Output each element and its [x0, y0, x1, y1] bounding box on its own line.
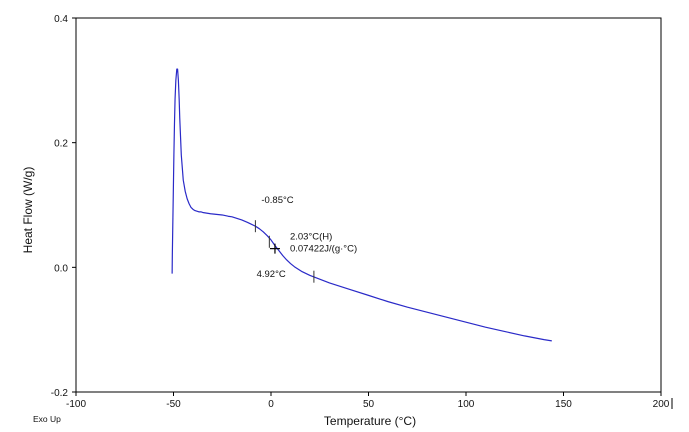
- y-tick-label: -0.2: [51, 388, 69, 399]
- y-tick-label: 0.0: [54, 263, 68, 274]
- x-axis-title: Temperature (°C): [324, 414, 416, 428]
- x-tick-label: 200: [653, 399, 670, 410]
- x-tick-label: -50: [166, 399, 181, 410]
- x-tick-label: 0: [268, 399, 274, 410]
- y-axis-title: Heat Flow (W/g): [21, 167, 35, 254]
- plot-frame: [75, 17, 662, 393]
- y-axis-ticks: -0.2 0.0 0.2 0.4: [51, 14, 76, 399]
- exo-up-label: Exo Up: [33, 414, 61, 424]
- heat-flow-line: [171, 68, 552, 342]
- annotation-end: 4.92°C: [257, 269, 286, 280]
- y-tick-label: 0.2: [54, 139, 68, 150]
- transition-markers: [254, 220, 315, 283]
- x-tick-label: 50: [363, 399, 375, 410]
- annotation-onset: -0.85°C: [261, 195, 293, 206]
- series-group: [171, 68, 552, 342]
- x-tick-label: 150: [555, 399, 572, 410]
- x-tick-label: 100: [458, 399, 475, 410]
- x-tick-label: -100: [66, 399, 86, 410]
- annotations: -0.85°C 2.03°C(H)0.07422J/(g·°C) 4.92°C: [257, 195, 358, 280]
- x-axis-ticks: -100 -50 0 50 100 150 200: [66, 392, 670, 410]
- annotation-delta-cp: 0.07422J/(g·°C): [290, 244, 357, 255]
- y-tick-label: 0.4: [54, 14, 68, 25]
- annotation-midpoint: 2.03°C(H): [290, 232, 332, 243]
